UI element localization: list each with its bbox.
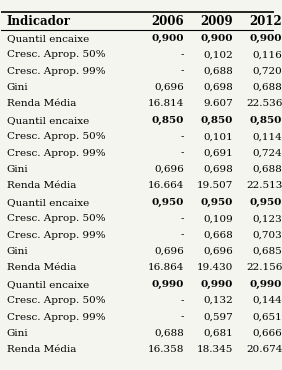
Text: 16.358: 16.358 xyxy=(148,345,184,354)
Text: 0,990: 0,990 xyxy=(201,280,233,289)
Text: 0,123: 0,123 xyxy=(252,214,282,223)
Text: 22.513: 22.513 xyxy=(246,181,282,191)
Text: Cresc. Aprop. 99%: Cresc. Aprop. 99% xyxy=(7,231,105,240)
Text: 0,698: 0,698 xyxy=(203,83,233,92)
Text: 0,132: 0,132 xyxy=(203,296,233,305)
Text: Renda Média: Renda Média xyxy=(7,263,76,272)
Text: 0,144: 0,144 xyxy=(252,296,282,305)
Text: 2012: 2012 xyxy=(250,15,282,28)
Text: Gini: Gini xyxy=(7,165,28,174)
Text: Cresc. Aprop. 99%: Cresc. Aprop. 99% xyxy=(7,149,105,158)
Text: 0,850: 0,850 xyxy=(152,116,184,125)
Text: 0,850: 0,850 xyxy=(250,116,282,125)
Text: 0,703: 0,703 xyxy=(252,231,282,240)
Text: 16.864: 16.864 xyxy=(148,263,184,272)
Text: 20.674: 20.674 xyxy=(246,345,282,354)
Text: 0,651: 0,651 xyxy=(252,313,282,322)
Text: 2009: 2009 xyxy=(201,15,233,28)
Text: 0,900: 0,900 xyxy=(250,34,282,43)
Text: 19.507: 19.507 xyxy=(197,181,233,191)
Text: 9.607: 9.607 xyxy=(203,100,233,108)
Text: 0,950: 0,950 xyxy=(201,198,233,207)
Text: 0,724: 0,724 xyxy=(252,149,282,158)
Text: 0,109: 0,109 xyxy=(203,214,233,223)
Text: 0,950: 0,950 xyxy=(152,198,184,207)
Text: 0,720: 0,720 xyxy=(252,67,282,75)
Text: Quantil encaixe: Quantil encaixe xyxy=(7,198,89,207)
Text: Renda Média: Renda Média xyxy=(7,345,76,354)
Text: 0,990: 0,990 xyxy=(250,280,282,289)
Text: -: - xyxy=(180,313,184,322)
Text: 0,850: 0,850 xyxy=(201,116,233,125)
Text: 22.156: 22.156 xyxy=(246,263,282,272)
Text: 0,101: 0,101 xyxy=(203,132,233,141)
Text: 0,688: 0,688 xyxy=(252,83,282,92)
Text: 0,114: 0,114 xyxy=(252,132,282,141)
Text: -: - xyxy=(180,67,184,75)
Text: 16.814: 16.814 xyxy=(148,100,184,108)
Text: 0,696: 0,696 xyxy=(154,247,184,256)
Text: Renda Média: Renda Média xyxy=(7,100,76,108)
Text: -: - xyxy=(180,132,184,141)
Text: Quantil encaixe: Quantil encaixe xyxy=(7,280,89,289)
Text: Cresc. Aprop. 99%: Cresc. Aprop. 99% xyxy=(7,313,105,322)
Text: 16.664: 16.664 xyxy=(148,181,184,191)
Text: 0,685: 0,685 xyxy=(252,247,282,256)
Text: -: - xyxy=(180,214,184,223)
Text: 0,102: 0,102 xyxy=(203,50,233,59)
Text: Quantil encaixe: Quantil encaixe xyxy=(7,34,89,43)
Text: Gini: Gini xyxy=(7,83,28,92)
Text: -: - xyxy=(180,231,184,240)
Text: 0,696: 0,696 xyxy=(154,83,184,92)
Text: -: - xyxy=(180,149,184,158)
Text: 19.430: 19.430 xyxy=(197,263,233,272)
Text: -: - xyxy=(180,50,184,59)
Text: 0,950: 0,950 xyxy=(250,198,282,207)
Text: 0,666: 0,666 xyxy=(252,329,282,338)
Text: 0,696: 0,696 xyxy=(203,247,233,256)
Text: 22.536: 22.536 xyxy=(246,100,282,108)
Text: Cresc. Aprop. 99%: Cresc. Aprop. 99% xyxy=(7,67,105,75)
Text: 0,688: 0,688 xyxy=(252,165,282,174)
Text: 0,688: 0,688 xyxy=(203,67,233,75)
Text: 0,116: 0,116 xyxy=(252,50,282,59)
Text: 0,696: 0,696 xyxy=(154,165,184,174)
Text: Indicador: Indicador xyxy=(7,15,71,28)
Text: 0,668: 0,668 xyxy=(203,231,233,240)
Text: 0,688: 0,688 xyxy=(154,329,184,338)
Text: Cresc. Aprop. 50%: Cresc. Aprop. 50% xyxy=(7,50,105,59)
Text: -: - xyxy=(180,296,184,305)
Text: Cresc. Aprop. 50%: Cresc. Aprop. 50% xyxy=(7,132,105,141)
Text: 18.345: 18.345 xyxy=(197,345,233,354)
Text: 0,691: 0,691 xyxy=(203,149,233,158)
Text: Gini: Gini xyxy=(7,247,28,256)
Text: 0,990: 0,990 xyxy=(152,280,184,289)
Text: 0,900: 0,900 xyxy=(151,34,184,43)
Text: Cresc. Aprop. 50%: Cresc. Aprop. 50% xyxy=(7,296,105,305)
Text: 0,900: 0,900 xyxy=(201,34,233,43)
Text: Renda Média: Renda Média xyxy=(7,181,76,191)
Text: Gini: Gini xyxy=(7,329,28,338)
Text: 2006: 2006 xyxy=(151,15,184,28)
Text: 0,681: 0,681 xyxy=(203,329,233,338)
Text: 0,597: 0,597 xyxy=(203,313,233,322)
Text: Quantil encaixe: Quantil encaixe xyxy=(7,116,89,125)
Text: 0,698: 0,698 xyxy=(203,165,233,174)
Text: Cresc. Aprop. 50%: Cresc. Aprop. 50% xyxy=(7,214,105,223)
